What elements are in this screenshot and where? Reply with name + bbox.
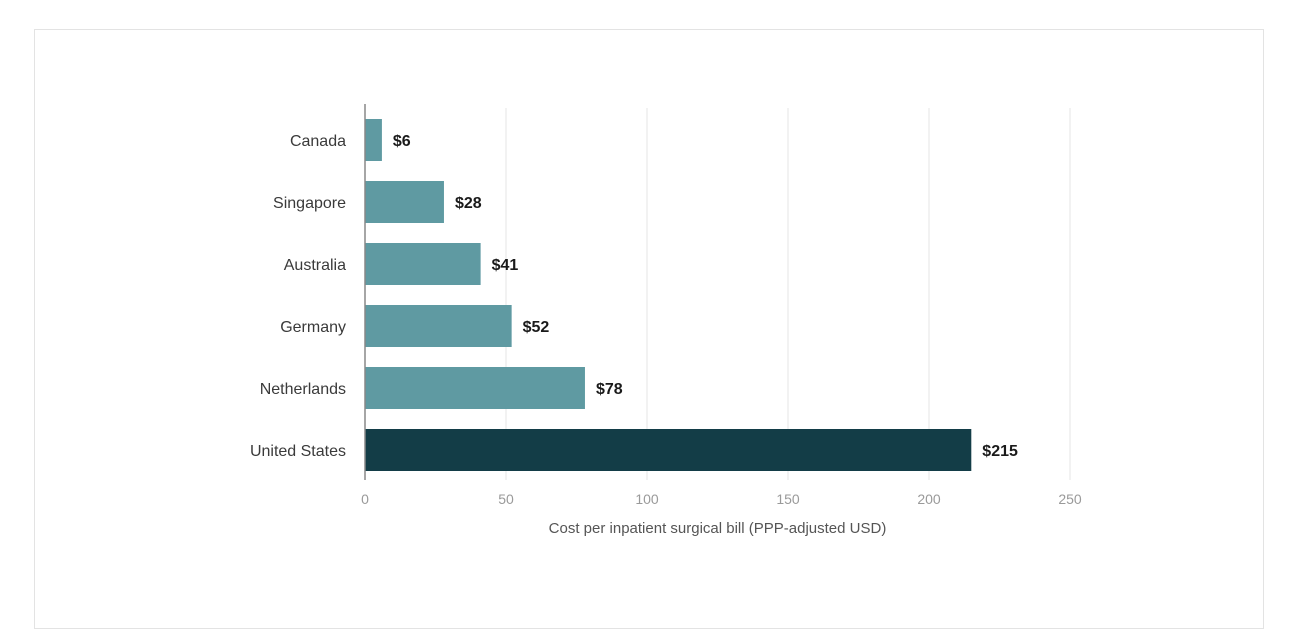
value-label-netherlands: $78 — [596, 381, 623, 398]
value-labels: $6 $28 $41 $52 $78 $215 — [393, 133, 1018, 460]
category-label-singapore: Singapore — [273, 195, 346, 212]
x-tick-label-150: 150 — [776, 491, 800, 507]
category-label-united-states: United States — [250, 443, 346, 460]
x-tick-label-0: 0 — [361, 491, 369, 507]
category-labels: Canada Singapore Australia Germany Netherlan… — [250, 133, 346, 460]
bar-germany — [365, 305, 512, 347]
category-label-germany: Germany — [280, 319, 346, 336]
bar-chart: Canada Singapore Australia Germany Netherlan… — [250, 104, 1082, 537]
gridlines — [505, 108, 1071, 480]
value-label-united-states: $215 — [982, 443, 1018, 460]
chart-card — [34, 29, 1264, 629]
bar-canada — [365, 119, 382, 161]
x-tick-label-100: 100 — [635, 491, 659, 507]
value-label-singapore: $28 — [455, 195, 482, 212]
value-label-canada: $6 — [393, 133, 411, 150]
category-label-canada: Canada — [290, 133, 346, 150]
bar-united-states — [365, 429, 972, 471]
category-label-australia: Australia — [284, 257, 346, 274]
category-label-netherlands: Netherlands — [260, 381, 346, 398]
x-tick-label-200: 200 — [917, 491, 941, 507]
bar-singapore — [365, 181, 444, 223]
bar-netherlands — [365, 367, 585, 409]
bars — [365, 119, 972, 471]
x-axis-title: Cost per inpatient surgical bill (PPP-ad… — [549, 520, 887, 537]
bar-australia — [365, 243, 481, 285]
x-tick-label-50: 50 — [498, 491, 514, 507]
value-label-germany: $52 — [523, 319, 550, 336]
x-tick-labels: 0 50 100 150 200 250 — [361, 491, 1082, 507]
x-tick-label-250: 250 — [1058, 491, 1082, 507]
value-label-australia: $41 — [492, 257, 519, 274]
